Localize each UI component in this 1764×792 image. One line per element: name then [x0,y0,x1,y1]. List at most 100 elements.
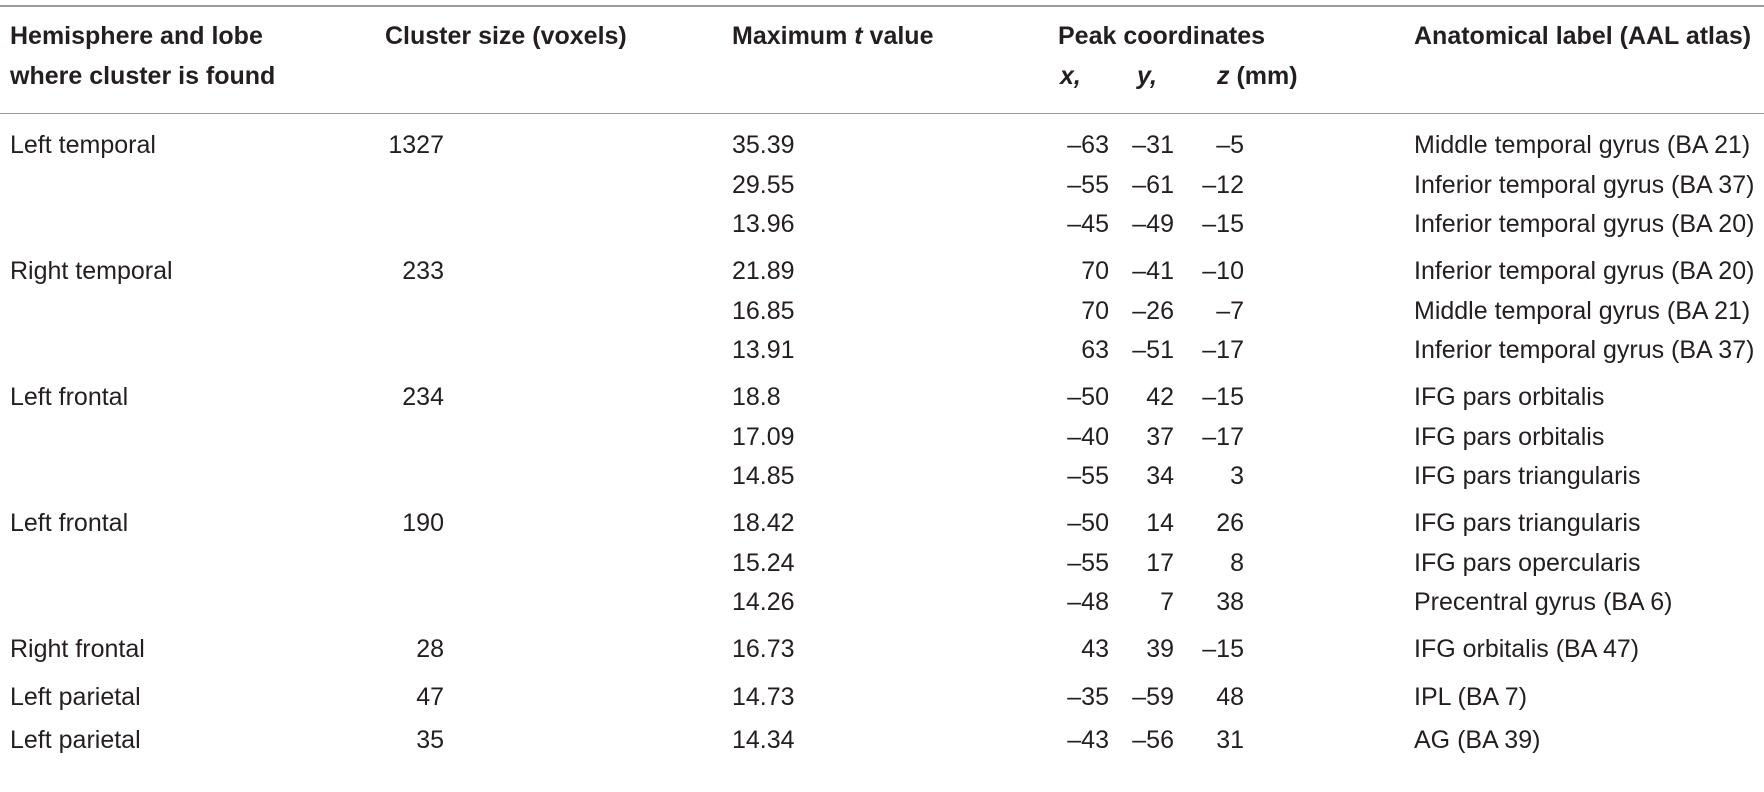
header-max-t-suffix: value [862,22,934,50]
header-region-line1: Hemisphere and lobe [10,22,263,50]
coord-z-cell: –12 [1202,171,1244,199]
header-y: y, [1137,56,1157,96]
table-row: 16.85 70 –26 –7 Middle temporal gyrus (BA 21… [0,291,1764,331]
coord-x-cell: –63 [1067,131,1109,159]
max-t-cell: 17.09 [732,423,795,451]
header-z-label: z [1217,62,1230,90]
anatomical-label-cell: Inferior temporal gyrus (BA 20) [1414,210,1755,238]
coord-y-cell: –41 [1132,257,1174,285]
coord-z-cell: –15 [1202,635,1244,663]
coord-x-cell: 70 [1081,297,1109,325]
coord-x-cell: –55 [1067,549,1109,577]
coord-y-cell: 7 [1160,588,1174,616]
coord-z-cell: –7 [1216,297,1244,325]
anatomical-label-cell: Middle temporal gyrus (BA 21) [1414,297,1751,325]
coord-z-cell: –17 [1202,423,1244,451]
table-row: 15.24 –55 17 8 IFG pars opercularis [0,543,1764,583]
coord-y-cell: 37 [1146,423,1174,451]
anatomical-label-cell: IFG pars orbitalis [1414,383,1605,411]
max-t-cell: 29.55 [732,171,795,199]
coord-x-cell: –48 [1067,588,1109,616]
region-cell: Right temporal [10,257,173,285]
coord-z-cell: 48 [1216,683,1244,711]
max-t-cell: 14.85 [732,462,795,490]
coord-y-cell: 34 [1146,462,1174,490]
coord-y-cell: 42 [1146,383,1174,411]
table-row: Left temporal 1327 35.39 –63 –31 –5 Middle tem… [0,125,1764,165]
header-x: x, [1060,56,1081,96]
max-t-cell: 15.24 [732,549,795,577]
coord-z-cell: 3 [1230,462,1244,490]
coord-z-cell: –15 [1202,210,1244,238]
coord-y-cell: –61 [1132,171,1174,199]
max-t-cell: 13.91 [732,336,795,364]
coord-y-cell: –56 [1132,726,1174,754]
coord-x-cell: 70 [1081,257,1109,285]
coord-x-cell: –35 [1067,683,1109,711]
max-t-cell: 14.26 [732,588,795,616]
table-row: Left frontal 190 18.42 –50 14 26 IFG pars tria… [0,503,1764,543]
header-region: Hemisphere and lobe where cluster is fou… [10,16,275,96]
anatomical-label-cell: Middle temporal gyrus (BA 21) [1414,131,1751,159]
top-rule [0,5,1764,7]
anatomical-label-cell: IFG pars opercularis [1414,549,1641,577]
table-row: 14.26 –48 7 38 Precentral gyrus (BA 6) [0,582,1764,622]
coord-y-cell: –59 [1132,683,1174,711]
max-t-cell: 16.73 [732,635,795,663]
anatomical-label-cell: IFG pars triangularis [1414,509,1641,537]
coord-x-cell: –55 [1067,462,1109,490]
header-z: z (mm) [1217,56,1298,96]
anatomical-label-cell: Inferior temporal gyrus (BA 37) [1414,171,1755,199]
header-rule [0,113,1764,114]
cluster-size-cell: 233 [402,257,444,285]
coord-z-cell: –17 [1202,336,1244,364]
max-t-cell: 18.42 [732,509,795,537]
max-t-cell: 35.39 [732,131,795,159]
region-cell: Left frontal [10,383,129,411]
cluster-size-cell: 47 [416,683,444,711]
max-t-cell: 16.85 [732,297,795,325]
anatomical-label-cell: Precentral gyrus (BA 6) [1414,588,1673,616]
header-cluster-size: Cluster size (voxels) [385,22,627,50]
coord-y-cell: –31 [1132,131,1174,159]
coord-z-cell: 38 [1216,588,1244,616]
region-cell: Left parietal [10,683,141,711]
header-y-label: y, [1137,62,1157,90]
coord-y-cell: 14 [1146,509,1174,537]
table-row: Left parietal 35 14.34 –43 –56 31 AG (BA 39) [0,720,1764,760]
header-x-label: x, [1060,62,1081,90]
anatomical-label-cell: AG (BA 39) [1414,726,1541,754]
region-cell: Left temporal [10,131,156,159]
coord-z-cell: 26 [1216,509,1244,537]
anatomical-label-cell: Inferior temporal gyrus (BA 20) [1414,257,1755,285]
anatomical-label-cell: IFG pars orbitalis [1414,423,1605,451]
table-row: Left frontal 234 18.8 –50 42 –15 IFG pars orbi… [0,377,1764,417]
coord-x-cell: 43 [1081,635,1109,663]
coord-z-cell: –15 [1202,383,1244,411]
anatomical-label-cell: IFG orbitalis (BA 47) [1414,635,1640,663]
max-t-cell: 18.8 [732,383,781,411]
header-anatomical-label: Anatomical label (AAL atlas) [1414,22,1752,50]
coord-x-cell: –45 [1067,210,1109,238]
region-cell: Left parietal [10,726,141,754]
coord-y-cell: –49 [1132,210,1174,238]
table-row: 17.09 –40 37 –17 IFG pars orbitalis [0,417,1764,457]
cluster-size-cell: 1327 [388,131,444,159]
coord-x-cell: –43 [1067,726,1109,754]
coord-x-cell: –50 [1067,509,1109,537]
max-t-cell: 14.34 [732,726,795,754]
header-max-t-prefix: Maximum [732,22,855,50]
region-cell: Left frontal [10,509,129,537]
coord-x-cell: –50 [1067,383,1109,411]
table-row: Right frontal 28 16.73 43 39 –15 IFG orbitalis… [0,629,1764,669]
cluster-size-cell: 234 [402,383,444,411]
coord-y-cell: –26 [1132,297,1174,325]
header-z-unit: (mm) [1229,62,1298,90]
table-row: Left parietal 47 14.73 –35 –59 48 IPL (BA 7) [0,677,1764,717]
coord-y-cell: 17 [1146,549,1174,577]
coord-x-cell: –55 [1067,171,1109,199]
anatomical-label-cell: Inferior temporal gyrus (BA 37) [1414,336,1755,364]
cluster-size-cell: 35 [416,726,444,754]
coord-x-cell: 63 [1081,336,1109,364]
max-t-cell: 14.73 [732,683,795,711]
